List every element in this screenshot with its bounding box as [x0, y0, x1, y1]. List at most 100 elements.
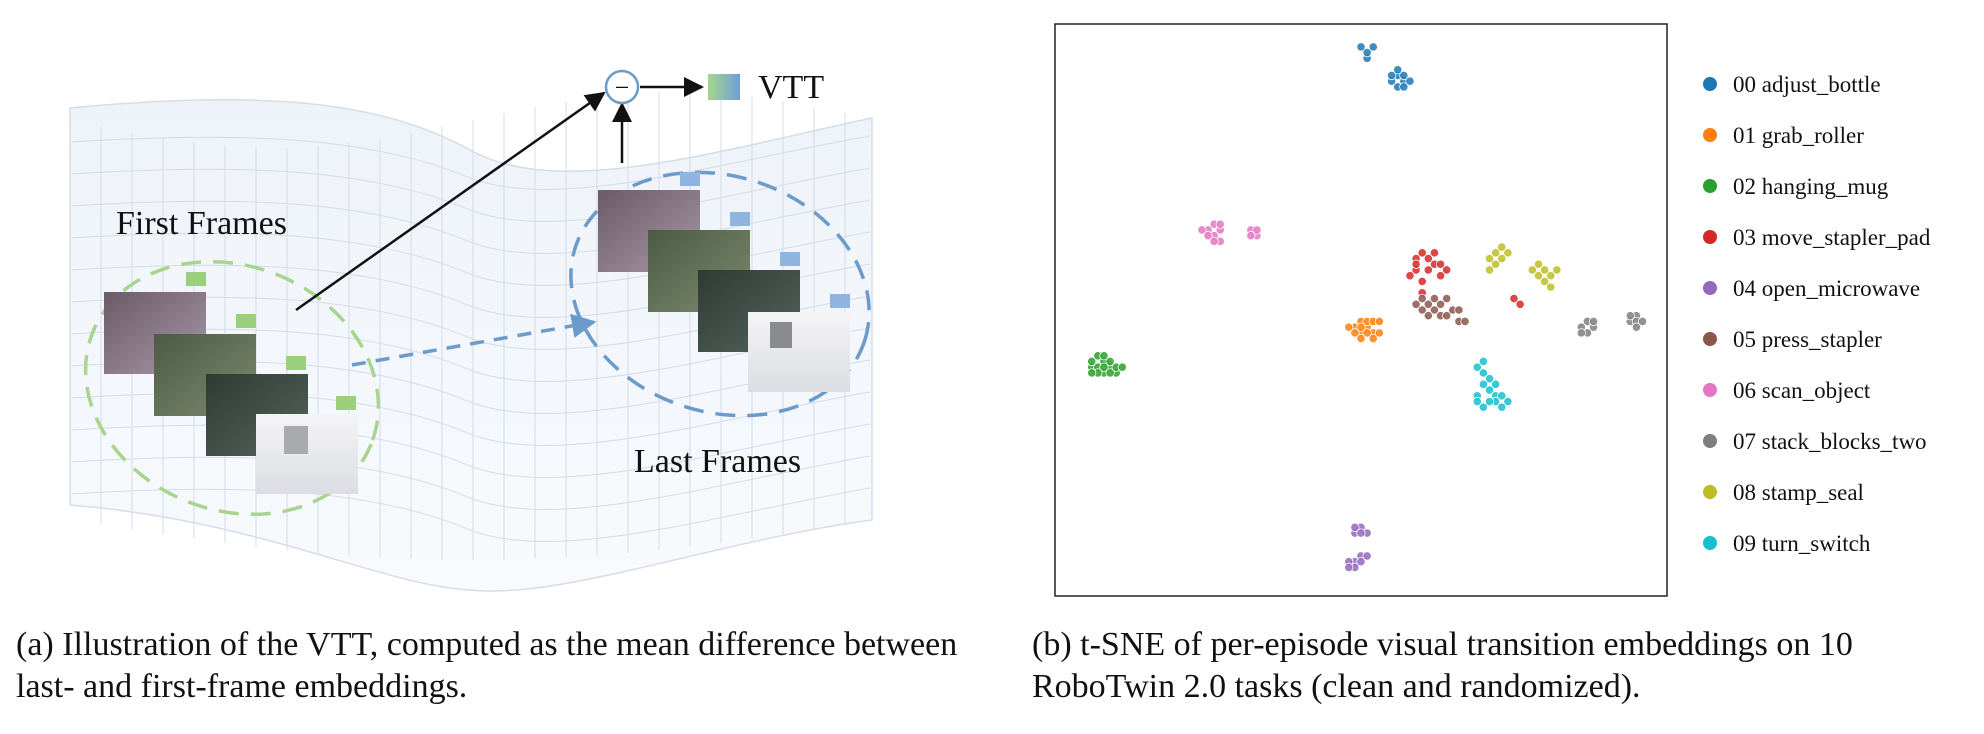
scatter-point: [1576, 328, 1586, 338]
last-frame-image: [748, 312, 850, 392]
sheet-grid-line: [71, 455, 871, 510]
legend-item: 06 scan_object: [1703, 378, 1871, 403]
scatter-point: [1503, 396, 1513, 407]
scatter-point: [1423, 311, 1433, 321]
last-frames-stack: [598, 172, 850, 392]
legend-item: 08 stamp_seal: [1703, 480, 1864, 505]
legend-marker: [1703, 383, 1717, 397]
scatter-point: [1362, 47, 1372, 58]
scatter-point: [1105, 368, 1115, 378]
legend: 00 adjust_bottle 01 grab_roller 02 hanging…: [1703, 72, 1931, 556]
scatter-point: [1399, 82, 1409, 92]
legend-marker: [1703, 179, 1717, 193]
scatter-point: [1429, 293, 1440, 304]
scatter-point: [1442, 311, 1452, 321]
figure-canvas: − VTT First Frames Last Frames 00 adjust…: [69, 23, 1931, 597]
scatter-point: [1209, 236, 1219, 246]
scatter-point: [1637, 316, 1648, 327]
scatter-point: [1099, 362, 1109, 372]
scatter-point: [1533, 259, 1544, 269]
scatter-point: [1484, 253, 1495, 264]
scatter-point: [1484, 396, 1495, 407]
scatter-point: [1344, 562, 1354, 573]
vtt-label: VTT: [758, 69, 824, 106]
scatter-point: [1472, 396, 1482, 407]
scatter-point: [1356, 557, 1366, 567]
legend-label: 04 open_microwave: [1733, 276, 1920, 301]
legend-label: 02 hanging_mug: [1733, 174, 1889, 199]
scatter-point: [1460, 316, 1470, 327]
sheet-grid-line: [71, 135, 871, 190]
scatter-point: [1362, 328, 1372, 338]
scatter-point: [1484, 385, 1495, 395]
scatter-point: [1197, 225, 1207, 235]
minus-operator-icon: [604, 69, 640, 105]
scatter-point: [1478, 402, 1489, 412]
scatter-point: [1356, 322, 1366, 332]
legend-item: 09 turn_switch: [1703, 531, 1871, 556]
legend-marker: [1703, 77, 1717, 91]
scatter-point: [1435, 259, 1446, 269]
arrow-first-to-operator: [295, 91, 606, 312]
scatter-point: [1252, 225, 1262, 235]
legend-marker: [1703, 434, 1717, 448]
plot-area: [1054, 23, 1668, 597]
scatter-point: [1429, 305, 1440, 315]
legend-marker: [1703, 128, 1717, 142]
last-frames-label: Last Frames: [634, 443, 801, 480]
scatter-point: [1399, 70, 1409, 81]
scatter-point: [1350, 522, 1360, 532]
scatter-point: [1099, 351, 1109, 361]
scatter-point: [1515, 299, 1525, 309]
scatter-point: [1546, 282, 1556, 292]
legend-label: 00 adjust_bottle: [1733, 72, 1881, 97]
scatter-point: [1527, 265, 1537, 275]
legend-item: 01 grab_roller: [1703, 123, 1864, 148]
scatter-point: [1533, 271, 1544, 281]
scatter-point: [1374, 316, 1384, 327]
scatter-point: [1405, 271, 1415, 281]
scatter-point: [1203, 231, 1213, 241]
scatter-point: [1484, 374, 1495, 384]
vtt-token-icon: [708, 74, 740, 100]
scatter-point: [1497, 253, 1507, 264]
scatter-point: [1509, 293, 1519, 304]
scatter-point: [1417, 248, 1427, 258]
scatter-point: [1246, 231, 1256, 241]
scatter-point: [1368, 333, 1378, 344]
legend-item: 05 press_stapler: [1703, 327, 1882, 352]
scatter-point: [1423, 265, 1433, 275]
scatter-point: [1356, 42, 1366, 52]
sheet-grid-line: [71, 167, 871, 222]
legend-item: 07 stack_blocks_two: [1703, 429, 1927, 454]
legend-label: 06 scan_object: [1733, 378, 1871, 403]
caption-b: (b) t-SNE of per-episode visual transiti…: [1032, 626, 1853, 705]
scatter-point: [1540, 276, 1550, 286]
scatter-point: [1362, 551, 1372, 561]
scatter-point: [1356, 333, 1366, 344]
legend-marker: [1703, 230, 1717, 244]
scatter-point: [1588, 316, 1599, 327]
legend-marker: [1703, 332, 1717, 346]
caption-a: (a) Illustration of the VTT, computed as…: [16, 626, 958, 705]
legend-label: 08 stamp_seal: [1733, 480, 1864, 505]
scatter-point: [1417, 305, 1427, 315]
last-frames-ellipse: [569, 170, 871, 418]
scatter-point: [1478, 368, 1489, 378]
legend-label: 01 grab_roller: [1733, 123, 1864, 148]
scatter-point: [1405, 76, 1415, 86]
transition-arrow: [351, 313, 597, 367]
scatter-point: [1087, 356, 1097, 367]
sheet-grid-line: [71, 487, 871, 542]
legend-marker: [1703, 281, 1717, 295]
scatter-point: [1356, 528, 1366, 538]
scatter-point: [1491, 379, 1501, 389]
scatter-point: [1478, 379, 1489, 389]
scatter-point: [1497, 391, 1507, 401]
scatter-point: [1442, 293, 1452, 304]
scatter-point: [1429, 248, 1440, 258]
legend-label: 05 press_stapler: [1733, 327, 1882, 352]
legend-item: 03 move_stapler_pad: [1703, 225, 1931, 250]
scatter-point: [1435, 271, 1446, 281]
scatter-point: [1472, 362, 1482, 372]
